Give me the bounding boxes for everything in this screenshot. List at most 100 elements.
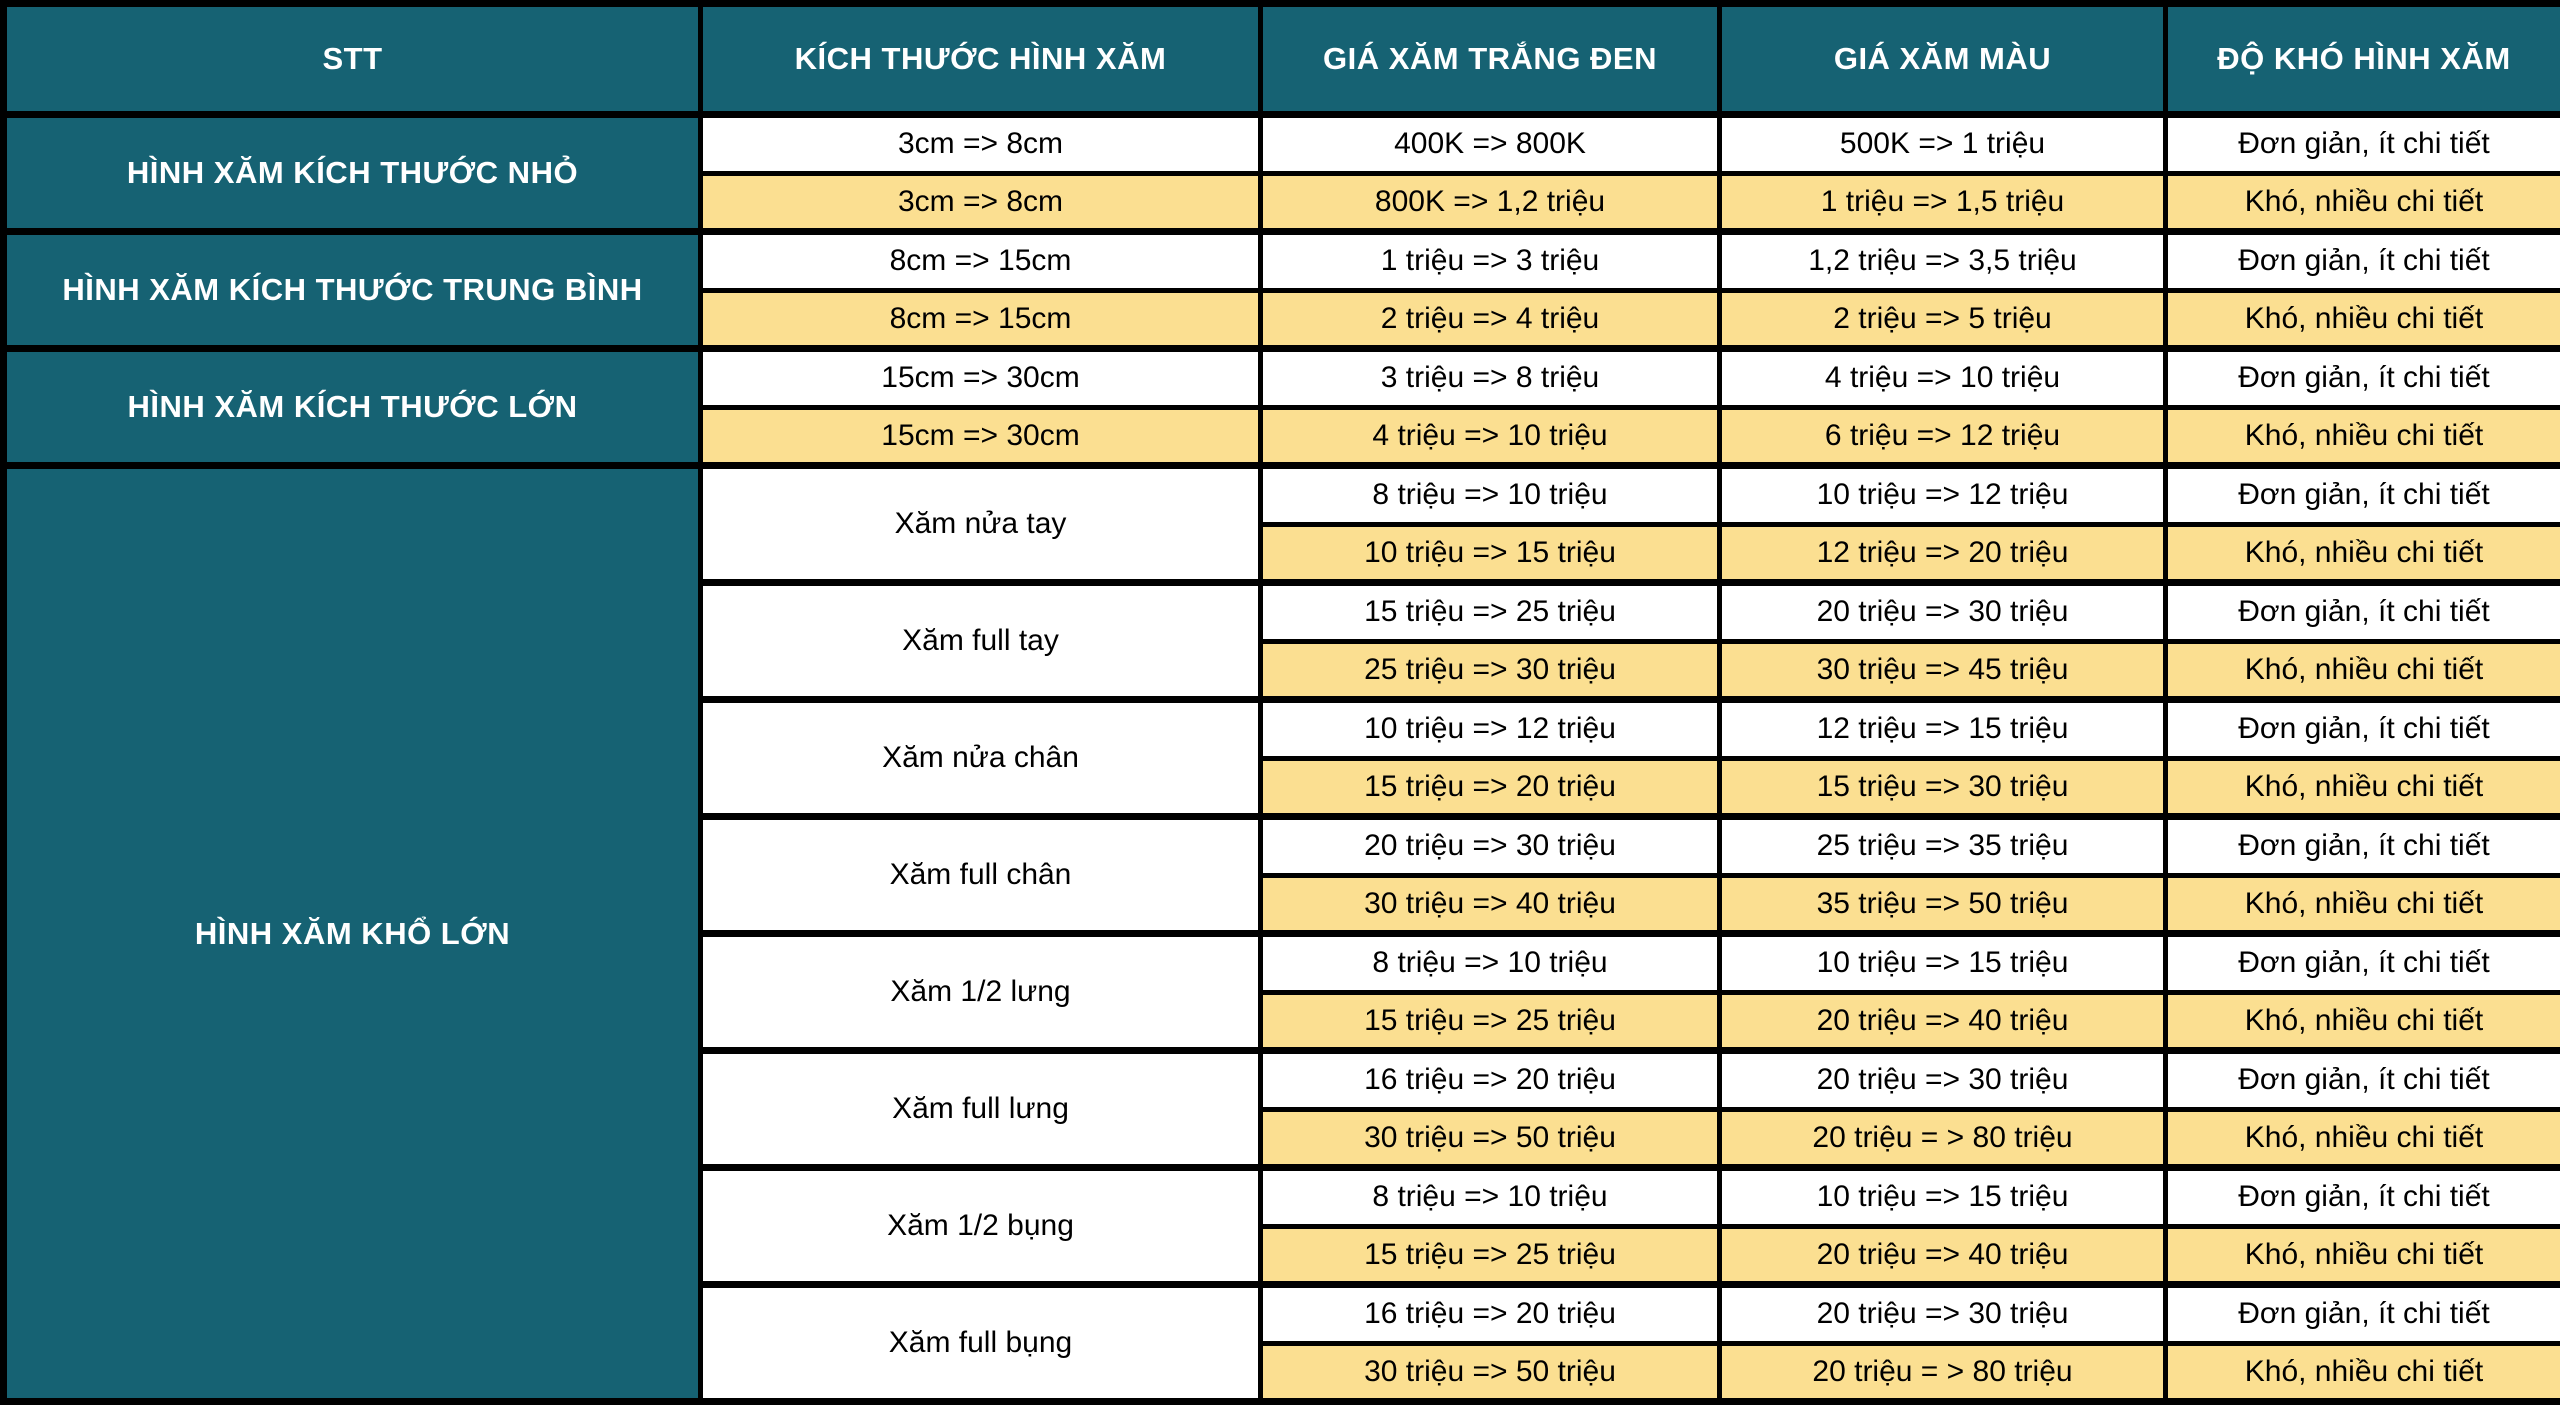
group-label-oversize: HÌNH XĂM KHỔ LỚN (1, 462, 703, 1404)
cell-price-color: 2 triệu => 5 triệu (1717, 288, 2168, 351)
cell-price-bw: 15 triệu => 25 triệu (1258, 990, 1722, 1053)
cell-price-bw: 30 triệu => 50 triệu (1258, 1107, 1722, 1170)
cell-difficulty: Khó, nhiều chi tiết (2163, 756, 2560, 819)
cell-price-color: 15 triệu => 30 triệu (1717, 756, 2168, 819)
cell-price-color: 20 triệu => 30 triệu (1717, 1047, 2168, 1112)
cell-price-bw: 15 triệu => 25 triệu (1258, 579, 1722, 644)
table-row: Xăm full lưng 16 triệu => 20 triệu 20 tr… (4, 1047, 2560, 1170)
cell-difficulty: Khó, nhiều chi tiết (2163, 522, 2560, 585)
group-label-medium: HÌNH XĂM KÍCH THƯỚC TRUNG BÌNH (1, 228, 703, 351)
cell-price-color: 25 triệu => 35 triệu (1717, 813, 2168, 878)
cell-price-color: 500K => 1 triệu (1717, 111, 2168, 176)
cell-price-bw: 8 triệu => 10 triệu (1258, 462, 1722, 527)
table-row: 15cm => 30cm 4 triệu => 10 triệu 6 triệu… (4, 405, 2560, 468)
table-row: 15 triệu => 25 triệu 20 triệu => 40 triệ… (4, 990, 2560, 1053)
cell-difficulty: Đơn giản, ít chi tiết (2163, 111, 2560, 176)
table-row: Xăm 1/2 bụng 8 triệu => 10 triệu 10 triệ… (4, 1164, 2560, 1287)
cell-price-bw: 16 triệu => 20 triệu (1258, 1047, 1722, 1112)
cell-difficulty: Khó, nhiều chi tiết (2163, 1224, 2560, 1287)
table-row: 30 triệu => 50 triệu 20 triệu = > 80 tri… (4, 1341, 2560, 1404)
cell-price-color: 6 triệu => 12 triệu (1717, 405, 2168, 468)
table-row: Xăm full bụng 16 triệu => 20 triệu 20 tr… (4, 1281, 2560, 1404)
cell-size: Xăm full chân (698, 813, 1263, 936)
column-header-stt: STT (1, 1, 703, 118)
cell-price-color: 20 triệu => 40 triệu (1717, 1224, 2168, 1287)
cell-price-color: 12 triệu => 15 triệu (1717, 696, 2168, 761)
cell-difficulty: Đơn giản, ít chi tiết (2163, 1281, 2560, 1346)
cell-price-bw: 3 triệu => 8 triệu (1258, 345, 1722, 410)
header-row: STT KÍCH THƯỚC HÌNH XĂM GIÁ XĂM TRẮNG ĐE… (1, 1, 2560, 118)
cell-size: Xăm full lưng (698, 1047, 1263, 1170)
table-row: Xăm full chân 20 triệu => 30 triệu 25 tr… (4, 813, 2560, 936)
cell-price-bw: 30 triệu => 40 triệu (1258, 873, 1722, 936)
cell-price-bw: 8 triệu => 10 triệu (1258, 930, 1722, 995)
cell-size: 3cm => 8cm (698, 171, 1263, 234)
cell-price-bw: 20 triệu => 30 triệu (1258, 813, 1722, 878)
cell-difficulty: Đơn giản, ít chi tiết (2163, 813, 2560, 878)
cell-price-color: 10 triệu => 12 triệu (1717, 462, 2168, 527)
cell-size: 15cm => 30cm (698, 405, 1263, 468)
cell-size: Xăm nửa tay (698, 462, 1263, 585)
cell-price-bw: 400K => 800K (1258, 111, 1722, 176)
cell-difficulty: Khó, nhiều chi tiết (2163, 1107, 2560, 1170)
table-row: 10 triệu => 15 triệu 12 triệu => 20 triệ… (4, 522, 2560, 585)
cell-price-color: 1,2 triệu => 3,5 triệu (1717, 228, 2168, 293)
table-row: 3cm => 8cm 800K => 1,2 triệu 1 triệu => … (4, 171, 2560, 234)
column-header-price-bw: GIÁ XĂM TRẮNG ĐEN (1258, 1, 1722, 118)
column-header-difficulty: ĐỘ KHÓ HÌNH XĂM (2163, 1, 2560, 118)
table-row: 25 triệu => 30 triệu 30 triệu => 45 triệ… (4, 639, 2560, 702)
cell-price-bw: 2 triệu => 4 triệu (1258, 288, 1722, 351)
cell-size: Xăm 1/2 lưng (698, 930, 1263, 1053)
table-row: HÌNH XĂM KÍCH THƯỚC TRUNG BÌNH 8cm => 15… (1, 228, 2560, 351)
table-row: HÌNH XĂM KÍCH THƯỚC LỚN 15cm => 30cm 3 t… (1, 345, 2560, 468)
cell-difficulty: Đơn giản, ít chi tiết (2163, 1164, 2560, 1229)
cell-price-bw: 800K => 1,2 triệu (1258, 171, 1722, 234)
cell-price-color: 4 triệu => 10 triệu (1717, 345, 2168, 410)
cell-difficulty: Khó, nhiều chi tiết (2163, 288, 2560, 351)
cell-difficulty: Khó, nhiều chi tiết (2163, 405, 2560, 468)
table-row: 8cm => 15cm 2 triệu => 4 triệu 2 triệu =… (4, 288, 2560, 351)
cell-price-bw: 25 triệu => 30 triệu (1258, 639, 1722, 702)
cell-price-bw: 8 triệu => 10 triệu (1258, 1164, 1722, 1229)
cell-price-color: 20 triệu = > 80 triệu (1717, 1341, 2168, 1404)
cell-size: 3cm => 8cm (698, 111, 1263, 176)
cell-size: Xăm full tay (698, 579, 1263, 702)
table-row: Xăm full tay 15 triệu => 25 triệu 20 tri… (4, 579, 2560, 702)
cell-price-color: 20 triệu => 40 triệu (1717, 990, 2168, 1053)
cell-price-bw: 10 triệu => 15 triệu (1258, 522, 1722, 585)
cell-size: 8cm => 15cm (698, 228, 1263, 293)
table-row: HÌNH XĂM KÍCH THƯỚC NHỎ 3cm => 8cm 400K … (1, 111, 2560, 234)
cell-difficulty: Khó, nhiều chi tiết (2163, 639, 2560, 702)
cell-difficulty: Khó, nhiều chi tiết (2163, 1341, 2560, 1404)
cell-price-bw: 30 triệu => 50 triệu (1258, 1341, 1722, 1404)
cell-price-bw: 4 triệu => 10 triệu (1258, 405, 1722, 468)
cell-price-color: 35 triệu => 50 triệu (1717, 873, 2168, 936)
table-row: 15 triệu => 25 triệu 20 triệu => 40 triệ… (4, 1224, 2560, 1287)
cell-price-bw: 15 triệu => 20 triệu (1258, 756, 1722, 819)
table-row: Xăm nửa chân 10 triệu => 12 triệu 12 tri… (4, 696, 2560, 819)
cell-price-color: 20 triệu => 30 triệu (1717, 1281, 2168, 1346)
table-row: 15 triệu => 20 triệu 15 triệu => 30 triệ… (4, 756, 2560, 819)
cell-price-color: 10 triệu => 15 triệu (1717, 930, 2168, 995)
cell-size: Xăm nửa chân (698, 696, 1263, 819)
cell-price-color: 10 triệu => 15 triệu (1717, 1164, 2168, 1229)
cell-price-color: 20 triệu = > 80 triệu (1717, 1107, 2168, 1170)
table-row: 30 triệu => 50 triệu 20 triệu = > 80 tri… (4, 1107, 2560, 1170)
column-header-price-color: GIÁ XĂM MÀU (1717, 1, 2168, 118)
column-header-size: KÍCH THƯỚC HÌNH XĂM (698, 1, 1263, 118)
group-label-large: HÌNH XĂM KÍCH THƯỚC LỚN (1, 345, 703, 468)
cell-price-bw: 10 triệu => 12 triệu (1258, 696, 1722, 761)
cell-size: 8cm => 15cm (698, 288, 1263, 351)
cell-difficulty: Khó, nhiều chi tiết (2163, 873, 2560, 936)
table-row: HÌNH XĂM KHỔ LỚN Xăm nửa tay 8 triệu => … (1, 462, 2560, 1404)
cell-difficulty: Đơn giản, ít chi tiết (2163, 345, 2560, 410)
cell-price-color: 20 triệu => 30 triệu (1717, 579, 2168, 644)
cell-difficulty: Khó, nhiều chi tiết (2163, 990, 2560, 1053)
table-row: 30 triệu => 40 triệu 35 triệu => 50 triệ… (4, 873, 2560, 936)
cell-price-bw: 1 triệu => 3 triệu (1258, 228, 1722, 293)
cell-price-color: 30 triệu => 45 triệu (1717, 639, 2168, 702)
cell-size: Xăm 1/2 bụng (698, 1164, 1263, 1287)
cell-price-color: 12 triệu => 20 triệu (1717, 522, 2168, 585)
cell-difficulty: Đơn giản, ít chi tiết (2163, 462, 2560, 527)
